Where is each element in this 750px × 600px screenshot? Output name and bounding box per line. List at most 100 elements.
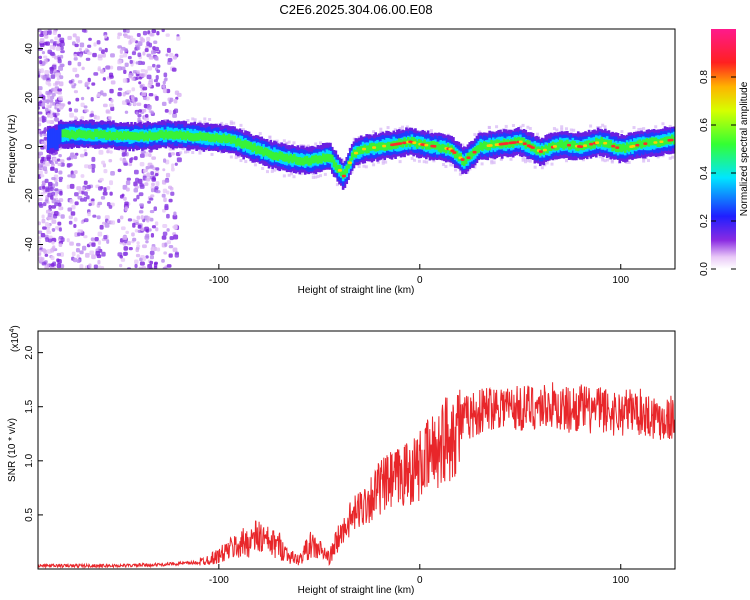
spectrogram-noise-cell [140, 215, 144, 220]
spectrogram-noise-cell [142, 30, 148, 36]
spectrogram-ridge-cell [139, 131, 142, 140]
spectrogram-ridge-cell [146, 133, 150, 142]
spectrogram-noise-cell [58, 153, 62, 158]
spectrogram-noise-cell [140, 68, 146, 73]
spectrogram-noise-cell [58, 243, 63, 247]
spectrogram-halo-cell [642, 157, 646, 161]
spectrogram-halo-cell [598, 126, 602, 130]
spectrogram-noise-cell [72, 257, 78, 263]
spectrogram-noise-cell [88, 203, 92, 207]
spectrogram-noise-cell [142, 51, 146, 56]
spectrogram-ridge-cell [280, 152, 283, 160]
spectrogram-ridge-cell [298, 157, 302, 165]
spectrogram-noise-cell [73, 170, 78, 174]
spectrogram-noise-cell [38, 221, 41, 226]
spectrogram-noise-cell [136, 241, 140, 245]
spectrogram-halo-cell [625, 160, 629, 164]
spectrogram-halo-cell [661, 154, 665, 158]
spectrogram-noise-cell [51, 198, 57, 204]
spectrogram-ridge-cell [104, 132, 108, 140]
spectrogram-noise-cell [87, 51, 92, 56]
spectrogram-noise-cell [38, 239, 41, 244]
spectrogram-noise-cell [142, 86, 148, 91]
spectrogram-ridge-cell [213, 134, 217, 143]
spectrogram-ridge-cell [262, 148, 265, 157]
spectrogram-halo-cell [253, 163, 257, 167]
spectrogram-noise-cell [165, 172, 171, 178]
spectrogram-ridge-cell [215, 133, 218, 141]
spectrogram-noise-cell [68, 107, 73, 112]
spectrogram-noise-cell [71, 204, 76, 210]
spectrogram-halo-cell [186, 119, 190, 123]
spectrogram-noise-cell [170, 167, 175, 172]
spectrogram-ridge-cell [618, 143, 622, 152]
spectrogram-halo-cell [552, 127, 556, 131]
spectrogram-ridge-cell [220, 135, 224, 144]
spectrogram-ridge-cell [330, 154, 334, 163]
spectrogram-noise-cell [163, 251, 167, 255]
spectrogram-noise-cell [142, 168, 147, 173]
spectrogram-noise-cell [88, 164, 92, 170]
spectrogram-noise-cell [49, 99, 54, 103]
spectrogram-noise-cell [40, 174, 45, 178]
spectrogram-noise-cell [90, 97, 94, 102]
spectrogram-halo-cell [610, 160, 614, 164]
spectrogram-noise-cell [139, 184, 145, 189]
spectrogram-peak-cell [341, 174, 346, 178]
spectrogram-ridge-cell [126, 130, 130, 139]
spectrogram-halo-cell [229, 155, 233, 159]
spectrogram-noise-cell [120, 66, 126, 71]
spectrogram-noise-cell [46, 73, 50, 79]
spectrogram-panel: -100 0 100 -40 -20 0 20 40 Height of straight l… [7, 28, 750, 296]
spectrogram-marks [38, 29, 675, 269]
spectrogram-noise-cell [40, 159, 44, 164]
spectrogram-noise-cell [73, 154, 78, 160]
spectrogram-noise-cell [99, 224, 104, 230]
spectrogram-noise-cell [151, 246, 155, 251]
spectrogram-ridge-cell [222, 133, 226, 142]
spectrogram-ridge-cell [193, 133, 197, 142]
spectrogram-noise-cell [109, 191, 113, 196]
spectrogram-noise-cell [145, 165, 150, 170]
spectrogram-ridge-cell [475, 145, 479, 154]
spectrogram-halo-cell [314, 175, 318, 179]
spectrogram-noise-cell [40, 233, 46, 238]
spectrogram-halo-cell [627, 160, 631, 164]
spectrogram-halo-cell [376, 160, 380, 164]
spectrogram-noise-cell [86, 86, 90, 90]
spectrogram-noise-cell [49, 39, 54, 44]
spectrogram-noise-cell [144, 48, 149, 53]
spectrogram-peak-cell [603, 141, 608, 145]
spectrogram-noise-cell [39, 170, 43, 175]
spectrogram-noise-cell [41, 262, 47, 266]
spectrogram-noise-cell [108, 205, 113, 209]
chart-title: C2E6.2025.304.06.00.E08 [279, 2, 432, 17]
spectrogram-ridge-cell [150, 132, 153, 141]
spectrogram-ridge-cell [283, 153, 287, 162]
spectrogram-ytick-label: 0 [24, 143, 35, 149]
spectrogram-noise-cell [68, 80, 73, 84]
spectrogram-noise-cell [57, 202, 62, 207]
spectrogram-noise-cell [77, 80, 83, 84]
spectrogram-ridge-cell [50, 128, 54, 149]
spectrogram-noise-cell [74, 192, 79, 197]
spectrogram-noise-cell [126, 267, 132, 269]
spectrogram-halo-cell [581, 158, 585, 162]
spectrogram-noise-cell [134, 177, 140, 183]
spectrogram-halo-cell [287, 140, 291, 144]
spectrogram-noise-cell [172, 112, 177, 118]
spectrogram-noise-cell [118, 263, 123, 268]
spectrogram-ridge-cell [65, 129, 68, 138]
spectrogram-noise-cell [117, 45, 122, 49]
spectrogram-noise-cell [55, 46, 61, 52]
spectrogram-noise-cell [171, 67, 177, 72]
spectrogram-halo-cell [203, 121, 207, 125]
spectrogram-noise-cell [67, 101, 71, 105]
spectrogram-ridge-cell [103, 130, 106, 138]
spectrogram-ridge-cell [551, 141, 555, 150]
spectrogram-noise-cell [161, 258, 165, 263]
colorbar-tick-label: 0.6 [699, 118, 710, 132]
spectrogram-noise-cell [42, 185, 46, 190]
spectrogram-peak-cell [659, 140, 664, 144]
spectrogram-noise-cell [99, 177, 104, 182]
